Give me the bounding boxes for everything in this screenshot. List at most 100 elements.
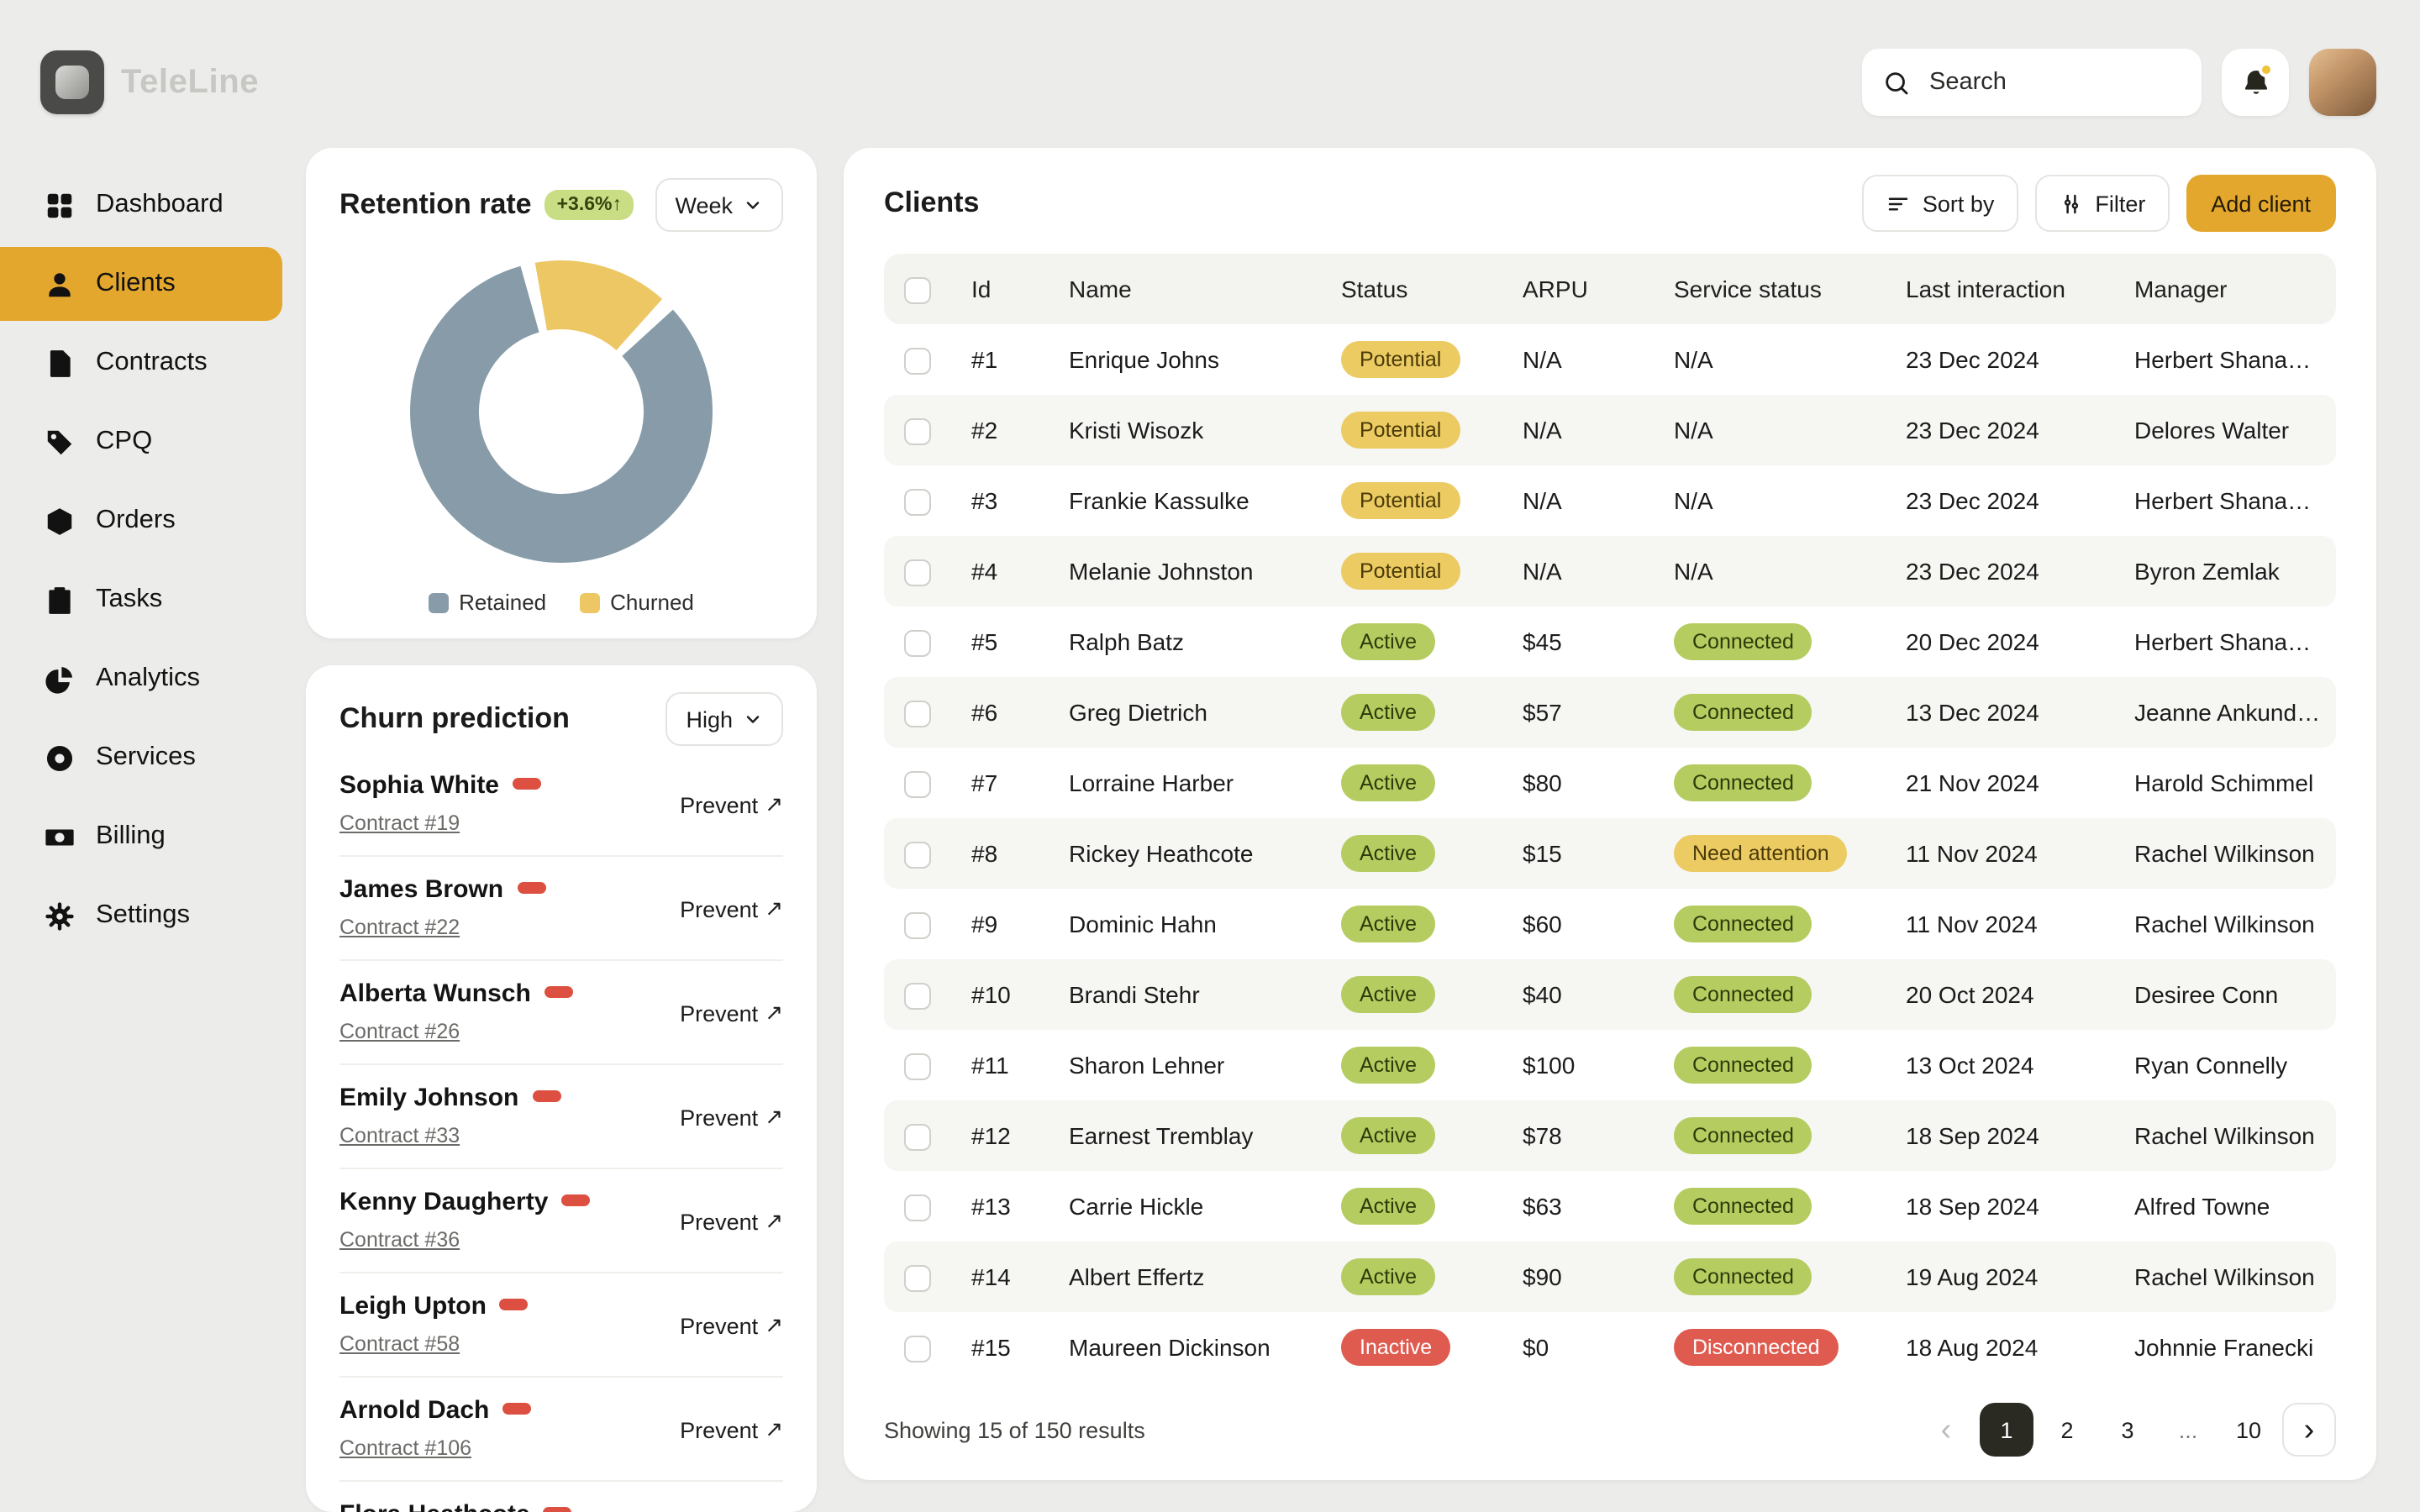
contract-link[interactable]: Contract #19 <box>339 811 460 835</box>
contract-link[interactable]: Contract #26 <box>339 1020 460 1043</box>
search-bar[interactable] <box>1862 49 2202 116</box>
page-button[interactable]: ... <box>2161 1403 2215 1457</box>
cell-name: Melanie Johnston <box>1069 558 1254 585</box>
table-row[interactable]: #8 Rickey Heathcote Active $15 Need atte… <box>884 818 2336 889</box>
contract-link[interactable]: Contract #22 <box>339 916 460 939</box>
prevent-link[interactable]: Prevent ↗ <box>680 1208 783 1235</box>
row-checkbox[interactable] <box>904 700 931 727</box>
prevent-link[interactable]: Prevent ↗ <box>680 895 783 922</box>
cell-id: #6 <box>971 699 998 726</box>
row-checkbox[interactable] <box>904 1123 931 1151</box>
table-row[interactable]: #12 Earnest Tremblay Active $78 Connecte… <box>884 1100 2336 1171</box>
table-row[interactable]: #14 Albert Effertz Active $90 Connected … <box>884 1242 2336 1312</box>
prevent-link[interactable]: Prevent ↗ <box>680 1416 783 1443</box>
churn-prediction-card: Churn prediction High Sophia <box>306 665 817 1512</box>
sidebar-item-cpq[interactable]: CPQ <box>0 405 282 479</box>
churn-level-select[interactable]: High <box>666 692 783 746</box>
contract-link[interactable]: Contract #106 <box>339 1436 472 1460</box>
table-row[interactable]: #1 Enrique Johns Potential N/A N/A 23 De… <box>884 324 2336 395</box>
sidebar-item-analytics[interactable]: Analytics <box>0 642 282 716</box>
cell-id: #7 <box>971 769 998 796</box>
page-button[interactable]: 2 <box>2040 1403 2094 1457</box>
filter-label: Filter <box>2095 191 2146 216</box>
table-row[interactable]: #5 Ralph Batz Active $45 Connected 20 De… <box>884 606 2336 677</box>
page-button[interactable]: 1 <box>1980 1403 2033 1457</box>
prevent-link[interactable]: Prevent ↗ <box>680 1312 783 1339</box>
sort-by-button[interactable]: Sort by <box>1861 175 2018 232</box>
add-client-button[interactable]: Add client <box>2186 175 2336 232</box>
arrow-up-right-icon: ↗ <box>765 1416 783 1441</box>
table-row[interactable]: #4 Melanie Johnston Potential N/A N/A 23… <box>884 536 2336 606</box>
table-row[interactable]: #7 Lorraine Harber Active $80 Connected … <box>884 748 2336 818</box>
table-row[interactable]: #15 Maureen Dickinson Inactive $0 Discon… <box>884 1312 2336 1383</box>
contracts-icon <box>50 349 71 376</box>
next-page-button[interactable]: › <box>2282 1403 2336 1457</box>
results-summary: Showing 15 of 150 results <box>884 1417 1145 1442</box>
table-row[interactable]: #9 Dominic Hahn Active $60 Connected 11 … <box>884 889 2336 959</box>
row-checkbox[interactable] <box>904 841 931 869</box>
row-checkbox[interactable] <box>904 770 931 798</box>
sidebar-item-services[interactable]: Services <box>0 721 282 795</box>
row-checkbox[interactable] <box>904 629 931 657</box>
filter-button[interactable]: Filter <box>2034 175 2170 232</box>
sidebar-item-settings[interactable]: Settings <box>0 879 282 953</box>
notifications-button[interactable] <box>2222 49 2289 116</box>
table-row[interactable]: #11 Sharon Lehner Active $100 Connected … <box>884 1030 2336 1100</box>
page-button[interactable]: 10 <box>2222 1403 2275 1457</box>
settings-icon <box>45 901 74 930</box>
row-checkbox[interactable] <box>904 1335 931 1362</box>
row-checkbox[interactable] <box>904 1264 931 1292</box>
row-checkbox[interactable] <box>904 559 931 586</box>
cell-manager: Herbert Shanahan <box>2134 487 2327 514</box>
search-icon <box>1886 71 1908 94</box>
cell-arpu: $78 <box>1523 1122 1562 1149</box>
cell-id: #11 <box>971 1052 1009 1079</box>
table-row[interactable]: #13 Carrie Hickle Active $63 Connected 1… <box>884 1171 2336 1242</box>
status-badge: Active <box>1341 622 1436 661</box>
prevent-link[interactable]: Prevent ↗ <box>680 1000 783 1026</box>
retention-period-select[interactable]: Week <box>655 178 783 232</box>
sidebar-item-clients[interactable]: Clients <box>0 247 282 321</box>
risk-indicator-icon <box>543 1507 572 1512</box>
sidebar-item-contracts[interactable]: Contracts <box>0 326 282 400</box>
cell-name: Rickey Heathcote <box>1069 840 1254 867</box>
cell-name: Greg Dietrich <box>1069 699 1207 726</box>
avatar[interactable] <box>2309 49 2376 116</box>
prev-page-button[interactable]: ‹ <box>1919 1403 1973 1457</box>
row-checkbox[interactable] <box>904 982 931 1010</box>
cell-arpu: $80 <box>1523 769 1562 796</box>
table-row[interactable]: #2 Kristi Wisozk Potential N/A N/A 23 De… <box>884 395 2336 465</box>
contract-link[interactable]: Contract #36 <box>339 1228 460 1252</box>
row-checkbox[interactable] <box>904 1194 931 1221</box>
row-checkbox[interactable] <box>904 488 931 516</box>
topbar-right <box>1862 49 2376 116</box>
sidebar-item-dashboard[interactable]: Dashboard <box>0 168 282 242</box>
cell-manager: Rachel Wilkinson <box>2134 1263 2315 1290</box>
sidebar-item-label: Analytics <box>96 664 201 692</box>
table-row[interactable]: #6 Greg Dietrich Active $57 Connected 13… <box>884 677 2336 748</box>
sidebar-item-tasks[interactable]: Tasks <box>0 563 282 637</box>
select-all-checkbox[interactable] <box>904 276 931 304</box>
cpq-icon <box>47 429 72 454</box>
cell-name: Ralph Batz <box>1069 628 1184 655</box>
column-header-name: Name <box>1055 254 1328 324</box>
retention-title: Retention rate <box>339 188 532 220</box>
sidebar-item-orders[interactable]: Orders <box>0 484 282 558</box>
churn-item: Flora Heathcote Prevent ↗ <box>339 1482 783 1512</box>
contract-link[interactable]: Contract #58 <box>339 1332 460 1356</box>
row-checkbox[interactable] <box>904 417 931 445</box>
cell-last-interaction: 23 Dec 2024 <box>1906 558 2039 585</box>
sidebar-item-billing[interactable]: Billing <box>0 800 282 874</box>
table-row[interactable]: #3 Frankie Kassulke Potential N/A N/A 23… <box>884 465 2336 536</box>
prevent-link[interactable]: Prevent ↗ <box>680 1104 783 1131</box>
row-checkbox[interactable] <box>904 911 931 939</box>
page-button[interactable]: 3 <box>2101 1403 2154 1457</box>
row-checkbox[interactable] <box>904 1053 931 1080</box>
row-checkbox[interactable] <box>904 347 931 375</box>
search-input[interactable] <box>1926 67 2181 97</box>
table-row[interactable]: #10 Brandi Stehr Active $40 Connected 20… <box>884 959 2336 1030</box>
contract-link[interactable]: Contract #33 <box>339 1124 460 1147</box>
churn-item: Sophia White Contract #19 Prevent ↗ <box>339 753 783 857</box>
prevent-link[interactable]: Prevent ↗ <box>680 791 783 818</box>
